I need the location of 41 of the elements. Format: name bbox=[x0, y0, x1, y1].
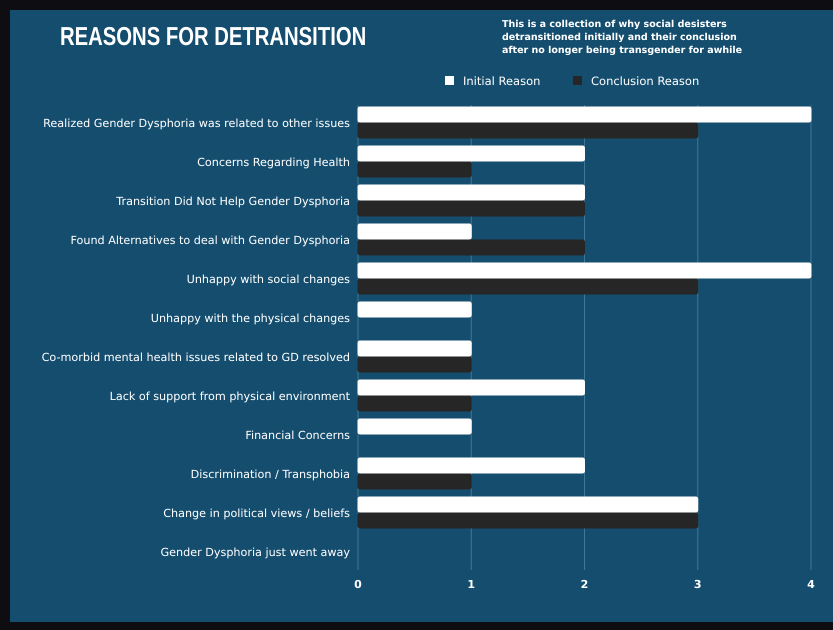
y-tick-label: Transition Did Not Help Gender Dysphoria bbox=[115, 194, 350, 208]
y-tick-label: Co-morbid mental health issues related to GD resolved bbox=[42, 350, 350, 364]
bar bbox=[358, 200, 585, 216]
bar bbox=[358, 474, 472, 490]
chart-title: REASONS FOR DETRANSITION bbox=[60, 22, 366, 51]
legend-label: Conclusion Reason bbox=[591, 74, 700, 88]
bar bbox=[358, 458, 585, 474]
bar bbox=[358, 356, 472, 372]
x-tick-label: 3 bbox=[694, 578, 702, 591]
bar bbox=[358, 418, 472, 435]
bar bbox=[358, 340, 472, 357]
x-tick-label: 1 bbox=[467, 578, 476, 591]
x-tick-label: 4 bbox=[807, 578, 816, 591]
y-tick-label: Concerns Regarding Health bbox=[197, 156, 350, 169]
y-tick-label: Discrimination / Transphobia bbox=[190, 468, 350, 481]
y-tick-label: Lack of support from physical environment bbox=[110, 390, 351, 403]
bar bbox=[358, 512, 698, 529]
bar bbox=[358, 302, 472, 318]
y-tick-label: Change in political views / beliefs bbox=[163, 506, 350, 520]
bar bbox=[358, 184, 585, 200]
bar bbox=[358, 239, 585, 256]
bar bbox=[358, 106, 812, 122]
x-tick-label: 0 bbox=[354, 578, 362, 591]
y-tick-label: Unhappy with the physical changes bbox=[150, 312, 350, 325]
y-tick-label: Gender Dysphoria just went away bbox=[160, 546, 350, 559]
bar bbox=[358, 496, 698, 513]
bar bbox=[358, 278, 698, 294]
x-tick-label: 2 bbox=[580, 578, 588, 591]
y-tick-label: Unhappy with social changes bbox=[186, 272, 350, 286]
bar bbox=[358, 262, 812, 278]
bar bbox=[358, 380, 585, 396]
chart-subtitle: This is a collection of why social desisters detransitioned initially and their conclusion after no longer being transgender for awhile bbox=[502, 19, 742, 56]
bar bbox=[358, 122, 698, 138]
bar bbox=[358, 396, 472, 412]
legend-label: Initial Reason bbox=[463, 74, 540, 88]
y-tick-label: Realized Gender Dysphoria was related to other issues bbox=[43, 116, 350, 130]
y-tick-label: Financial Concerns bbox=[245, 428, 350, 442]
bar bbox=[358, 161, 472, 178]
bar bbox=[358, 145, 585, 162]
y-tick-label: Found Alternatives to deal with Gender Dysphoria bbox=[70, 234, 350, 247]
bar bbox=[358, 223, 472, 240]
